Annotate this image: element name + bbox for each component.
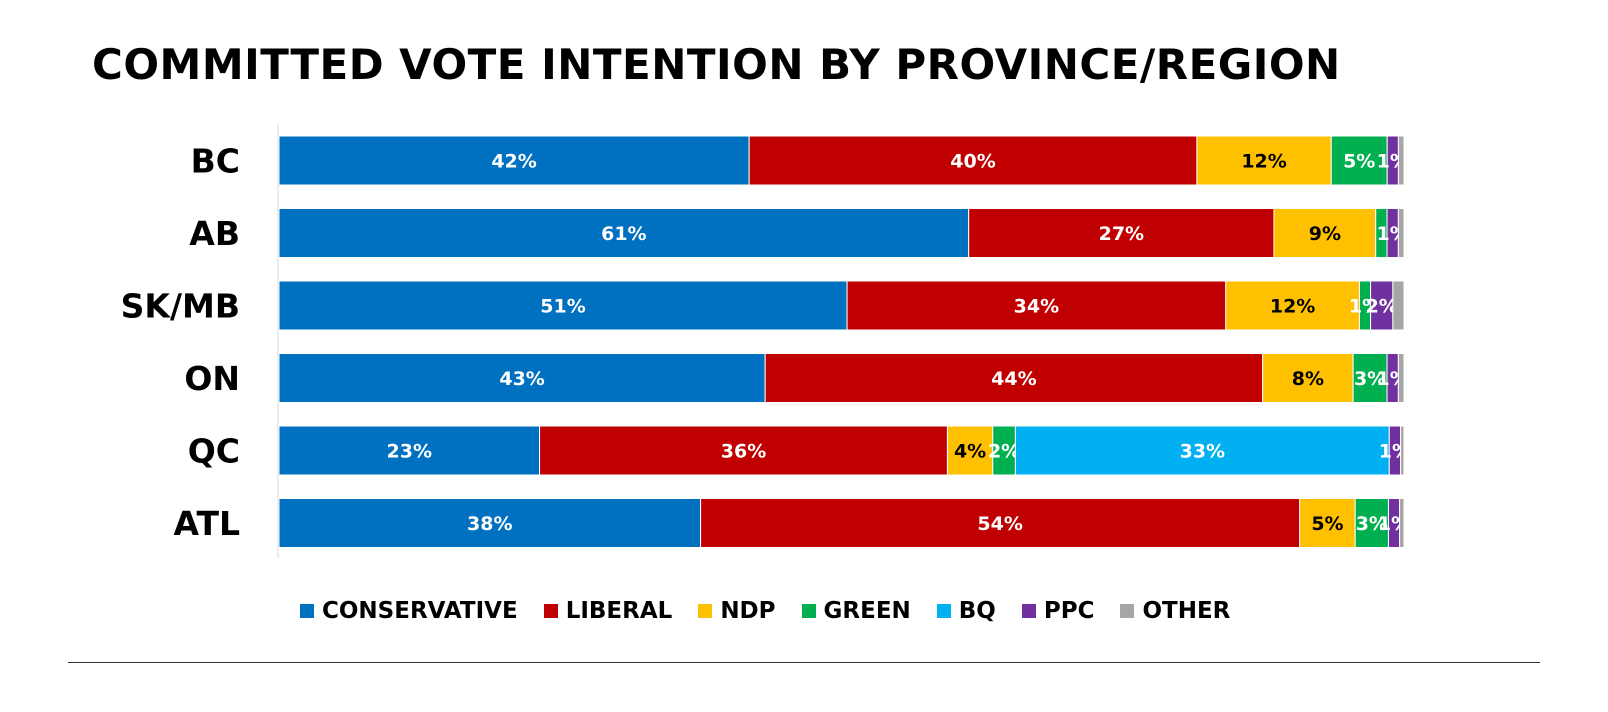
bar-segment-ndp <box>1273 208 1377 258</box>
data-label: 44% <box>991 368 1036 390</box>
data-label: 38% <box>467 513 512 535</box>
bar-segment-conservative <box>278 353 766 403</box>
bar-segment-other <box>1397 135 1405 186</box>
data-label: 23% <box>387 441 432 463</box>
category-label: AB <box>189 214 240 253</box>
legend-item-conservative: CONSERVATIVE <box>300 598 518 624</box>
bar-segment-ndp <box>1299 498 1356 548</box>
data-label: 33% <box>1180 441 1225 463</box>
legend-label: PPC <box>1043 598 1095 624</box>
bar-segment-other <box>1397 208 1405 258</box>
bar-segment-conservative <box>278 208 970 258</box>
data-label: 2% <box>988 441 1020 463</box>
data-label: 36% <box>721 441 766 463</box>
bar-segment-ndp <box>946 425 994 476</box>
data-label: 5% <box>1343 151 1375 173</box>
data-label: 12% <box>1241 151 1286 173</box>
bar-segment-bq <box>1014 425 1390 476</box>
legend-label: BQ <box>958 598 996 624</box>
bar-segment-liberal <box>968 208 1275 258</box>
bar-segment-other <box>1399 498 1405 548</box>
data-label: 9% <box>1309 223 1341 245</box>
data-label: 61% <box>601 223 646 245</box>
legend-item-green: GREEN <box>801 598 911 624</box>
legend-label: OTHER <box>1142 598 1231 624</box>
bar-segment-conservative <box>278 135 750 186</box>
data-label: 27% <box>1099 223 1144 245</box>
bar-segment-ndp <box>1196 135 1332 186</box>
bar-segment-other <box>1392 280 1405 331</box>
legend-swatch <box>936 604 951 618</box>
category-label: ATL <box>173 504 240 543</box>
category-label: ON <box>184 359 240 398</box>
data-label: 42% <box>491 151 536 173</box>
legend-item-ppc: PPC <box>1021 598 1095 624</box>
bar-segment-liberal <box>846 280 1227 331</box>
data-label: 1% <box>1378 513 1410 535</box>
legend-swatch <box>1021 604 1036 618</box>
data-label: 34% <box>1014 296 1059 318</box>
bar-segment-green <box>1352 353 1388 403</box>
bar-segment-other <box>1400 425 1405 476</box>
data-label: 40% <box>950 151 995 173</box>
category-label: SK/MB <box>121 287 240 326</box>
legend-item-liberal: LIBERAL <box>543 598 673 624</box>
legend-item-other: OTHER <box>1120 598 1230 624</box>
data-label: 3% <box>1354 368 1386 390</box>
legend-item-ndp: NDP <box>698 598 776 624</box>
legend-swatch <box>300 604 314 618</box>
data-label: 1% <box>1379 441 1411 463</box>
legend-swatch <box>801 604 816 618</box>
legend-item-bq: BQ <box>936 598 996 624</box>
bar-segment-other <box>1397 353 1405 403</box>
legend-label: NDP <box>720 598 776 624</box>
data-label: 2% <box>1366 296 1398 318</box>
data-label: 8% <box>1292 368 1324 390</box>
legend-label: CONSERVATIVE <box>322 598 518 624</box>
category-label: BC <box>191 142 240 181</box>
data-label: 54% <box>977 513 1022 535</box>
bar-segment-liberal <box>748 135 1198 186</box>
legend-swatch <box>543 604 558 618</box>
data-label: 43% <box>499 368 544 390</box>
bar-segment-liberal <box>539 425 948 476</box>
legend-label: GREEN <box>823 598 911 624</box>
bar-segment-conservative <box>278 498 702 548</box>
category-label: QC <box>188 432 240 471</box>
data-label: 51% <box>540 296 585 318</box>
legend-swatch <box>698 604 713 618</box>
bar-segment-ndp <box>1262 353 1354 403</box>
data-label: 3% <box>1356 513 1388 535</box>
data-label: 5% <box>1311 513 1343 535</box>
data-label: 12% <box>1270 296 1315 318</box>
legend-swatch <box>1120 604 1135 618</box>
bar-segment-conservative <box>278 425 541 476</box>
bar-segment-green <box>1330 135 1388 186</box>
legend-label: LIBERAL <box>565 598 673 624</box>
data-label: 4% <box>954 441 986 463</box>
divider-line <box>68 662 1540 663</box>
bar-segment-ndp <box>1225 280 1360 331</box>
chart-title: COMMITTED VOTE INTENTION BY PROVINCE/REG… <box>92 40 1341 89</box>
bar-segment-liberal <box>764 353 1264 403</box>
chart-legend: CONSERVATIVE LIBERAL NDP GREEN BQ PPC OTHER <box>300 598 1256 624</box>
